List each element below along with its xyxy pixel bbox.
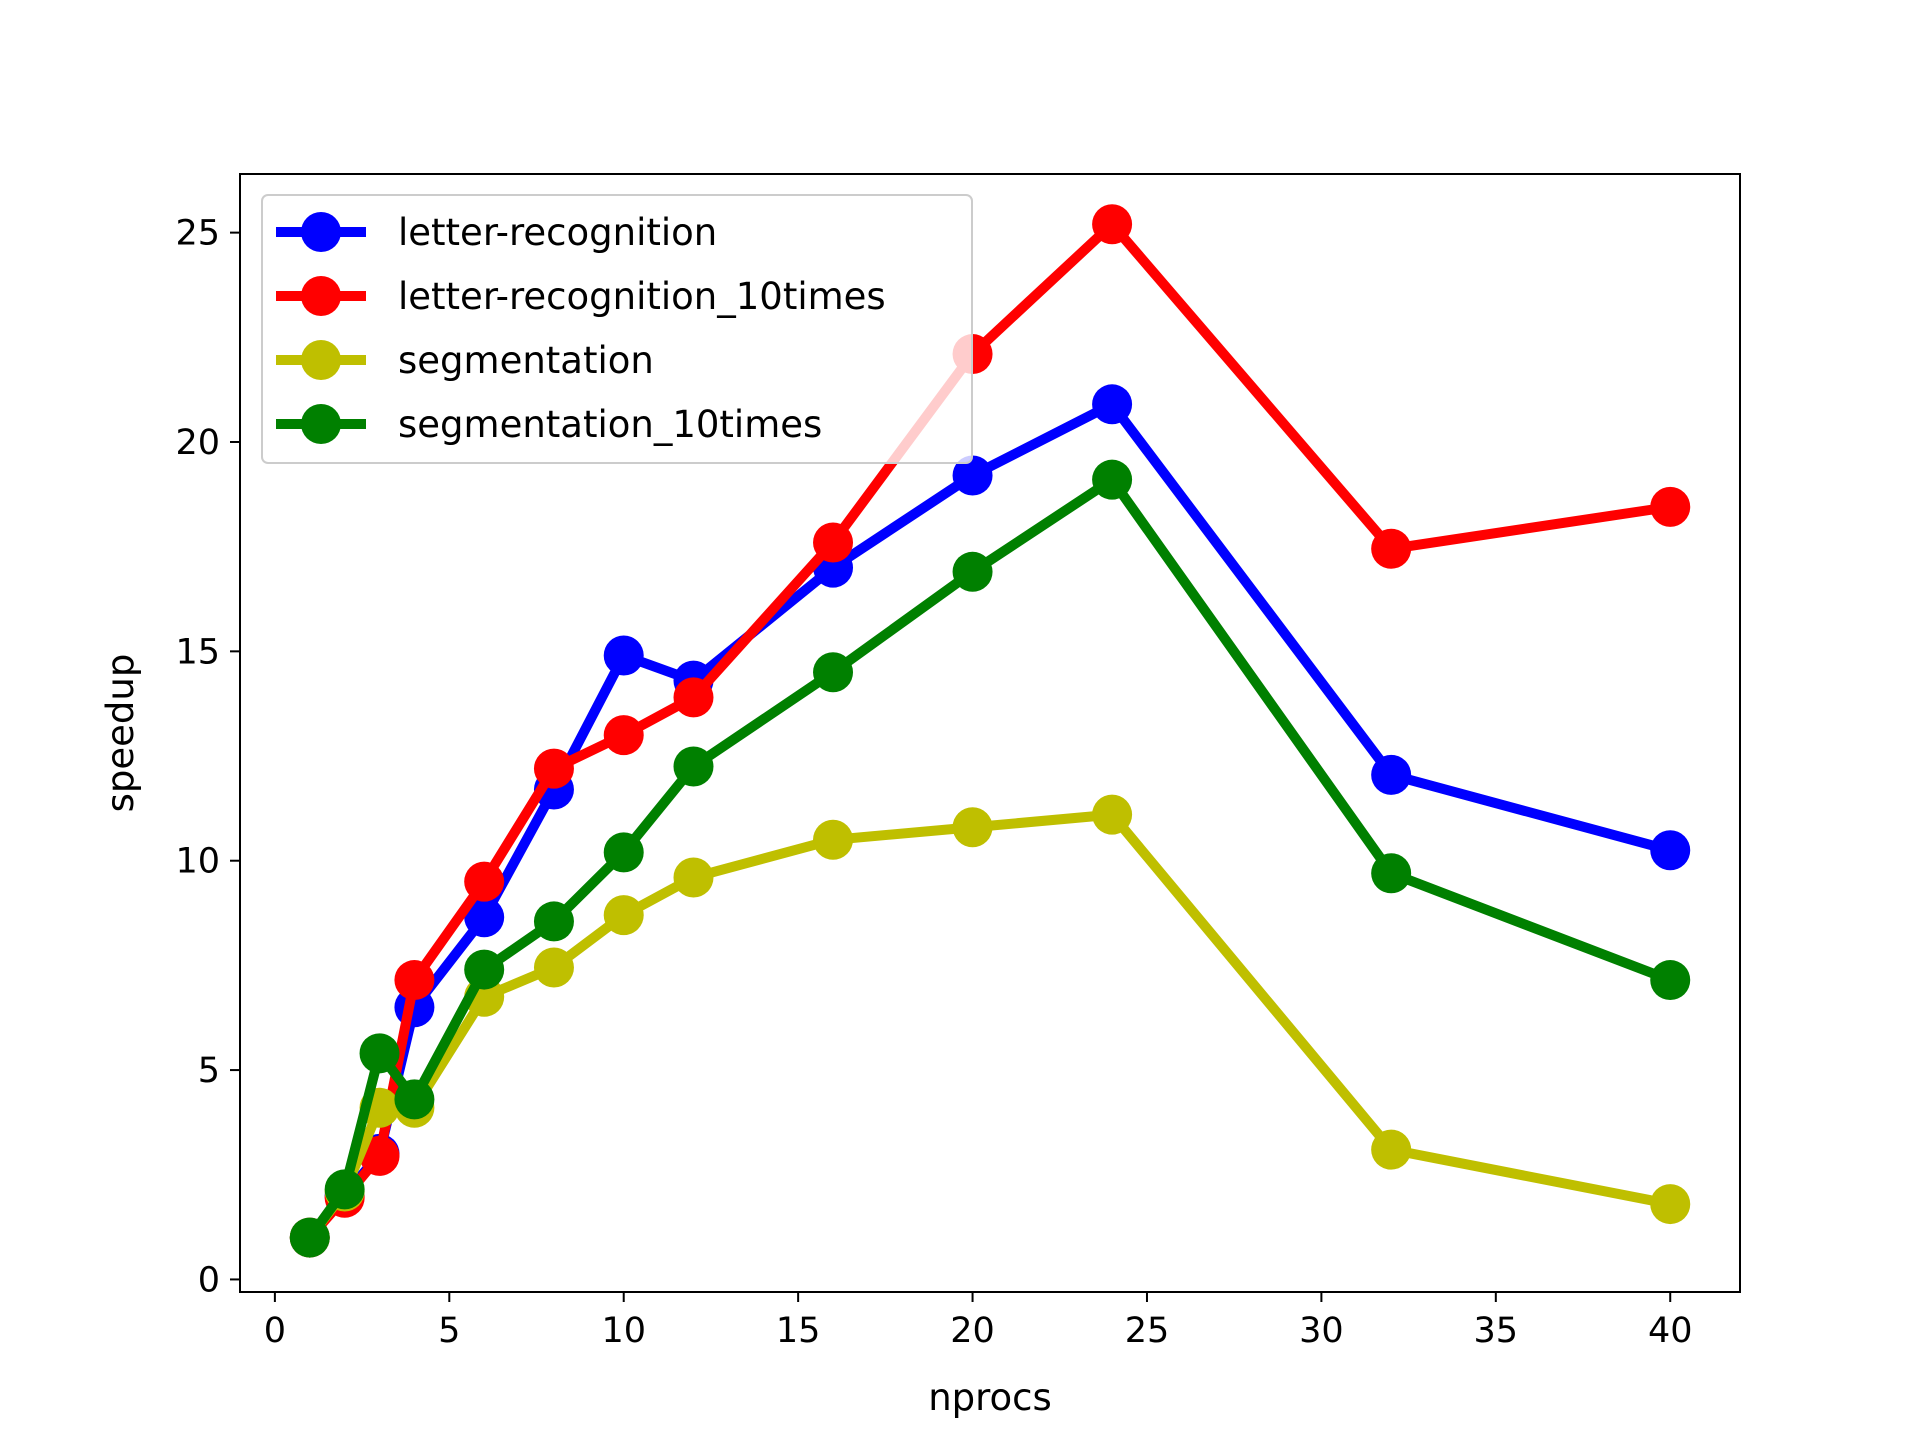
data-point-segmentation <box>673 857 714 898</box>
data-point-segmentation <box>952 807 993 848</box>
x-axis: 0 5 10 15 20 25 30 35 40 <box>264 1292 1693 1351</box>
legend-marker <box>301 276 341 316</box>
y-axis: 0 5 10 15 20 25 <box>175 214 240 1300</box>
data-point-letter-recognition-10times <box>1650 486 1691 527</box>
plot-frame <box>239 173 1741 1293</box>
legend-entry: segmentation_10times <box>276 403 822 446</box>
data-point-letter-recognition-10times <box>359 1135 400 1176</box>
legend-box <box>261 194 973 464</box>
y-tick-label: 20 <box>175 423 220 463</box>
data-point-letter-recognition <box>1371 754 1412 795</box>
series-layer <box>289 204 1691 1258</box>
legend-entry: letter-recognition_10times <box>276 275 886 318</box>
data-point-letter-recognition-10times <box>1371 528 1412 569</box>
x-tick-label: 35 <box>1474 1311 1519 1351</box>
legend-marker <box>301 340 341 380</box>
legend-marker <box>301 212 341 252</box>
y-tick-label: 0 <box>198 1260 220 1300</box>
data-point-letter-recognition-10times <box>603 715 644 756</box>
data-point-segmentation-10times <box>673 746 714 787</box>
data-point-segmentation-10times <box>359 1033 400 1074</box>
legend-label: letter-recognition_10times <box>398 275 886 318</box>
data-point-segmentation-10times <box>324 1169 365 1210</box>
data-point-letter-recognition-10times <box>464 861 505 902</box>
legend-label: segmentation <box>398 339 654 382</box>
data-point-segmentation-10times <box>1371 853 1412 894</box>
x-axis-label: nprocs <box>928 1376 1052 1419</box>
data-point-segmentation-10times <box>952 551 993 592</box>
data-point-segmentation-10times <box>813 652 854 693</box>
data-point-segmentation-10times <box>464 949 505 990</box>
data-point-segmentation <box>813 819 854 860</box>
x-tick-label: 15 <box>776 1311 821 1351</box>
y-tick-label: 5 <box>198 1051 220 1091</box>
x-tick-label: 10 <box>601 1311 646 1351</box>
data-point-segmentation-10times <box>603 832 644 873</box>
legend: letter-recognition letter-recognition_10t… <box>261 194 973 464</box>
x-tick-label: 0 <box>264 1311 286 1351</box>
x-tick-label: 40 <box>1648 1311 1693 1351</box>
data-point-segmentation <box>1650 1184 1691 1225</box>
data-point-segmentation-10times <box>1650 960 1691 1001</box>
data-point-letter-recognition <box>1650 830 1691 871</box>
data-point-letter-recognition-10times <box>1092 204 1133 245</box>
y-tick-label: 25 <box>175 214 220 254</box>
x-tick-label: 5 <box>438 1311 460 1351</box>
legend-marker <box>301 404 341 444</box>
legend-entry: segmentation <box>276 339 654 382</box>
data-point-letter-recognition-10times <box>394 960 435 1001</box>
data-point-segmentation-10times <box>289 1217 330 1258</box>
data-point-segmentation-10times <box>394 1079 435 1120</box>
data-point-letter-recognition <box>603 635 644 676</box>
data-point-segmentation <box>533 947 574 988</box>
data-point-segmentation-10times <box>1092 459 1133 500</box>
data-point-letter-recognition-10times <box>813 522 854 563</box>
legend-label: segmentation_10times <box>398 403 822 446</box>
data-point-letter-recognition-10times <box>533 748 574 789</box>
data-point-segmentation <box>1371 1129 1412 1170</box>
y-axis-label: speedup <box>99 654 142 813</box>
y-tick-label: 15 <box>175 632 220 672</box>
data-point-letter-recognition-10times <box>673 677 714 718</box>
data-point-letter-recognition <box>464 897 505 938</box>
data-point-segmentation <box>1092 794 1133 835</box>
y-tick-label: 10 <box>175 842 220 882</box>
x-tick-label: 25 <box>1125 1311 1170 1351</box>
data-point-letter-recognition <box>1092 384 1133 425</box>
legend-label: letter-recognition <box>398 211 717 254</box>
series-segmentation-10times <box>289 459 1691 1258</box>
data-point-letter-recognition <box>952 455 993 496</box>
data-point-segmentation-10times <box>533 901 574 942</box>
data-point-segmentation <box>603 895 644 936</box>
x-tick-label: 30 <box>1299 1311 1344 1351</box>
x-tick-label: 20 <box>950 1311 995 1351</box>
legend-entry: letter-recognition <box>276 211 717 254</box>
